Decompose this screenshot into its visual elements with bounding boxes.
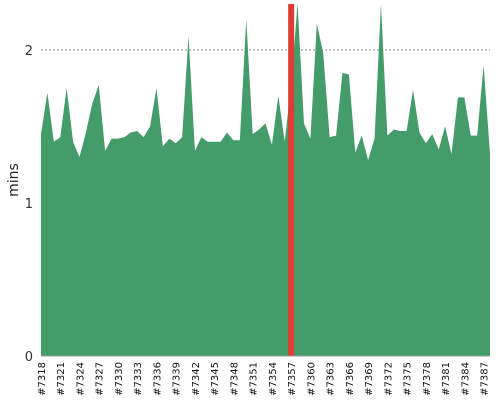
x-tick-label: #7354 xyxy=(268,362,279,396)
x-tick-label: #7384 xyxy=(460,362,471,396)
x-tick-label: #7363 xyxy=(326,362,337,396)
x-tick-label: #7318 xyxy=(37,362,48,396)
x-ticks: #7318 #7321 #7324 #7327 #7330 #7333 #7336 #7339… xyxy=(37,362,491,396)
x-tick-label: #7324 xyxy=(75,362,86,396)
x-tick-label: #7348 xyxy=(229,362,240,396)
x-tick-label: #7387 xyxy=(480,362,491,396)
x-tick-label: #7321 xyxy=(56,362,67,396)
area-series xyxy=(41,4,490,356)
x-tick-label: #7351 xyxy=(249,362,260,396)
y-tick-label: 1 xyxy=(25,197,33,212)
x-tick-label: #7381 xyxy=(441,362,452,396)
x-tick-label: #7345 xyxy=(210,362,221,396)
x-tick-label: #7369 xyxy=(364,362,375,396)
x-tick-label: #7357 xyxy=(287,362,298,396)
y-tick-label: 0 xyxy=(25,350,33,365)
x-tick-label: #7336 xyxy=(152,362,163,396)
x-tick-label: #7327 xyxy=(95,362,106,396)
highlight-layer xyxy=(288,4,295,356)
x-tick-label: #7333 xyxy=(133,362,144,396)
y-tick-label: 2 xyxy=(25,44,33,59)
x-tick-label: #7342 xyxy=(191,362,202,396)
x-tick-label: #7372 xyxy=(383,362,394,396)
x-tick-label: #7378 xyxy=(422,362,433,396)
highlighted-build-marker xyxy=(288,4,295,356)
x-tick-label: #7360 xyxy=(306,362,317,396)
x-tick-label: #7330 xyxy=(114,362,125,396)
x-tick-label: #7375 xyxy=(403,362,414,396)
duration-area xyxy=(41,4,490,356)
x-tick-label: #7366 xyxy=(345,362,356,396)
y-axis-label: mins xyxy=(6,163,22,197)
y-ticks: 0 1 2 xyxy=(25,44,33,365)
x-tick-label: #7339 xyxy=(172,362,183,396)
